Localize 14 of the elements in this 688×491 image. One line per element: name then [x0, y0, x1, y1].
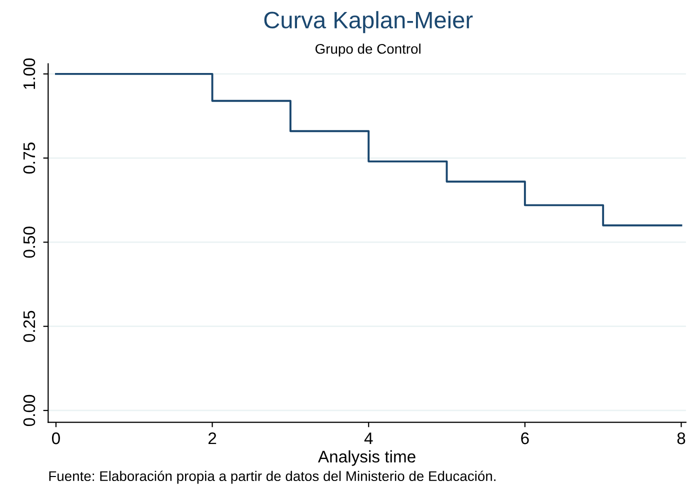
x-tick-label: 6 — [521, 432, 529, 444]
y-tick-label: 0.75 — [23, 142, 36, 174]
y-tick-label: 0.00 — [23, 394, 36, 426]
x-tick-label: 0 — [52, 432, 60, 444]
x-tick-label: 8 — [677, 432, 686, 444]
y-tick-label: 1.00 — [23, 58, 36, 89]
y-tick-label: 0.50 — [23, 226, 36, 258]
y-tick-label: 0.25 — [23, 310, 36, 342]
x-tick-label: 2 — [208, 432, 216, 444]
chart-title: Curva Kaplan-Meier — [264, 11, 473, 34]
chart-subtitle: Grupo de Control — [316, 44, 420, 57]
source-note: Fuente: Elaboración propia a partir de datos del Ministerio de Educación. — [49, 470, 496, 484]
x-tick-label: 4 — [364, 432, 373, 444]
x-axis-title: Analysis time — [318, 450, 416, 466]
